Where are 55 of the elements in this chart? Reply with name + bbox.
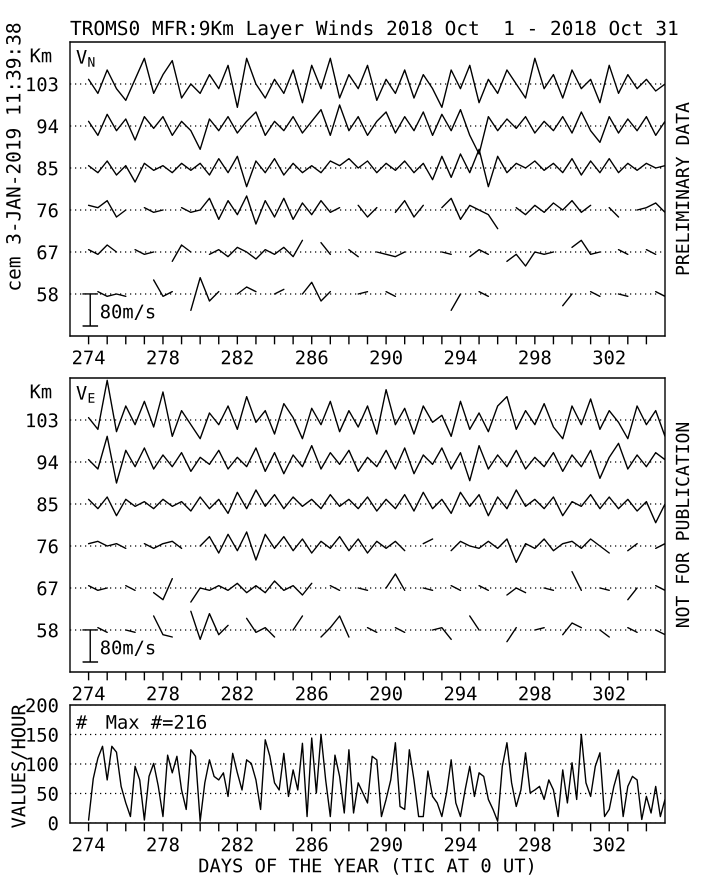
annotation: Max #=216: [106, 714, 206, 730]
y-tick-label: 0: [48, 816, 58, 830]
annotation: V$_{E}$: [76, 386, 94, 403]
x-tick-label: 302: [594, 837, 625, 852]
x-tick-label: 286: [296, 350, 328, 364]
x-tick-label: 274: [73, 350, 105, 364]
x-tick-label: 278: [147, 686, 179, 700]
y-tick-label: 76: [38, 539, 58, 554]
y-tick-label: 67: [38, 245, 58, 260]
y-tick-label: 76: [38, 203, 58, 218]
x-tick-label: 286: [296, 837, 328, 852]
x-tick-label: 302: [594, 350, 625, 364]
y-tick-label: 50: [38, 786, 58, 801]
y-tick-label: 85: [38, 161, 58, 176]
y-axis-title: Km: [30, 384, 52, 398]
y-tick-label: 85: [38, 497, 58, 512]
chart-title: TROMS0 MFR:9Km Layer Winds 2018 Oct 1 - 2018 Oct 31: [70, 20, 678, 40]
annotation: 80m/s: [100, 304, 154, 320]
x-tick-label: 298: [519, 350, 551, 364]
y-tick-label: 58: [38, 623, 58, 638]
x-tick-label: 274: [73, 686, 105, 700]
y-tick-label: 150: [27, 728, 58, 742]
x-tick-label: 274: [73, 837, 105, 852]
text: NOT FOR PUBLICATION: [676, 422, 690, 628]
y-tick-label: 67: [38, 581, 58, 596]
y-tick-label: 58: [38, 287, 58, 302]
x-tick-label: 302: [594, 686, 625, 700]
y-tick-label: 200: [26, 698, 58, 712]
x-tick-label: 294: [444, 837, 477, 852]
text: cem 3-JAN-2019 11:39:38: [6, 24, 21, 290]
x-tick-label: 286: [296, 686, 328, 700]
x-tick-label: 294: [444, 350, 477, 364]
y-tick-label: 103: [27, 77, 58, 92]
x-tick-label: 282: [222, 837, 253, 852]
y-tick-label: 103: [27, 413, 58, 428]
x-tick-label: 290: [370, 350, 402, 364]
y-axis-title: VALUES/HOUR: [11, 704, 27, 828]
annotation: 80m/s: [100, 640, 154, 656]
x-tick-label: 290: [370, 837, 402, 852]
x-tick-label: 290: [370, 686, 402, 700]
annotation: #: [76, 715, 88, 729]
x-tick-label: 278: [147, 837, 179, 852]
y-tick-label: 100: [27, 757, 58, 772]
x-axis-title: DAYS OF THE YEAR (TIC AT 0 UT): [199, 858, 533, 875]
y-tick-label: 94: [37, 119, 58, 134]
x-tick-label: 298: [519, 686, 551, 700]
x-tick-label: 282: [222, 350, 253, 364]
x-tick-label: 282: [222, 686, 253, 700]
x-tick-label: 278: [147, 350, 179, 364]
text: PRELIMINARY DATA: [676, 102, 690, 274]
x-tick-label: 294: [444, 686, 477, 700]
annotation: V$_{N}$: [76, 50, 94, 67]
y-tick-label: 94: [37, 455, 58, 470]
y-axis-title: Km: [30, 48, 52, 62]
x-tick-label: 298: [519, 837, 551, 852]
